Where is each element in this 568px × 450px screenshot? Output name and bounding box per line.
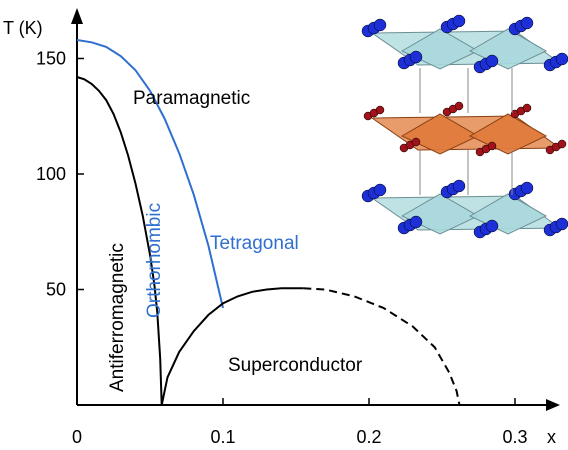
atom: [485, 54, 499, 68]
x-axis-arrow: [546, 399, 560, 411]
atom: [520, 181, 534, 195]
label-antiferromagnetic: Antiferromagnetic: [107, 243, 128, 392]
x-tick-label: 0.2: [356, 427, 381, 447]
atom: [452, 14, 466, 28]
atom: [409, 215, 423, 229]
crystal-structure-inset: [361, 14, 568, 239]
atom: [485, 219, 499, 233]
label-tetragonal: Tetragonal: [210, 233, 299, 254]
annotations: Paramagnetic Tetragonal Orthorhombic Antife…: [107, 88, 363, 392]
atom: [375, 105, 385, 115]
boundary-superconducting: [160, 287, 304, 406]
y-tick-label: 50: [46, 280, 66, 300]
axes: 0 0.1 0.2 0.3 50 100 150 T (K) x: [3, 8, 560, 447]
atom: [452, 179, 466, 193]
crystal-layer-top: [361, 14, 568, 74]
label-paramagnetic: Paramagnetic: [133, 88, 250, 109]
x-tick-label: 0.1: [210, 427, 235, 447]
atom: [555, 52, 568, 66]
atom: [557, 139, 567, 149]
label-orthorhombic: Orthorhombic: [144, 203, 165, 318]
boundary-structural: [76, 39, 224, 309]
x-axis-label: x: [547, 427, 556, 447]
atom: [555, 217, 568, 231]
atom: [454, 101, 464, 111]
y-tick-label: 150: [36, 49, 66, 69]
label-superconductor: Superconductor: [228, 355, 363, 376]
y-tick-label: 100: [36, 164, 66, 184]
atom: [373, 183, 387, 197]
y-axis-arrow: [71, 8, 83, 24]
x-tick-label: 0.3: [502, 427, 527, 447]
atom: [487, 141, 497, 151]
y-axis-label: T (K): [3, 18, 43, 38]
crystal-layer-middle: [363, 101, 567, 157]
atom: [520, 16, 534, 30]
boundary-superconducting-extrapolated: [303, 287, 461, 406]
atom: [411, 137, 421, 147]
phase-boundaries: [76, 39, 461, 406]
boundary-neel: [76, 76, 163, 406]
atom: [373, 18, 387, 32]
atom: [409, 50, 423, 64]
atom: [522, 103, 532, 113]
x-tick-label: 0: [72, 427, 82, 447]
crystal-layer-bottom: [361, 179, 568, 239]
